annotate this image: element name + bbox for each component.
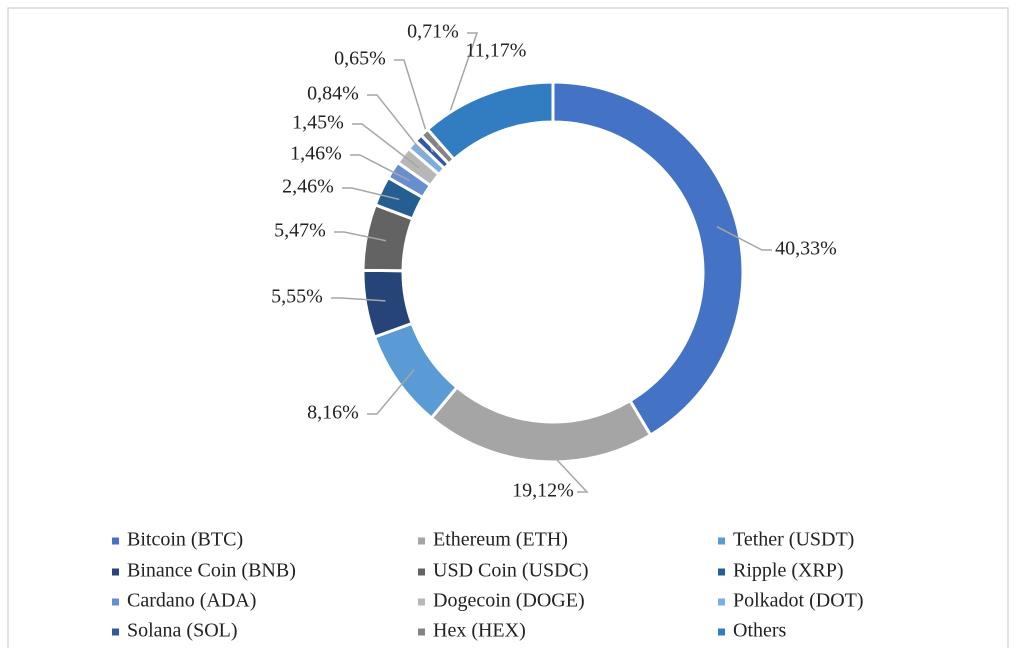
leader-line [342,187,400,201]
legend-swatch [718,628,725,636]
legend-label: Bitcoin (BTC) [127,529,243,551]
leader-line [437,32,479,148]
legend-swatch [418,598,425,606]
legend-label: Cardano (ADA) [127,590,256,612]
data-label: 19,12% [512,480,574,502]
data-label: 0,71% [407,21,459,43]
leader-line [352,123,420,169]
data-label: 1,46% [290,143,342,165]
leader-line [350,154,410,182]
legend-label: Others [733,620,787,642]
data-label: 0,84% [307,83,359,105]
leader-line [716,226,772,251]
legend-label: Polkadot (DOT) [733,590,864,612]
data-label: 5,47% [274,220,326,242]
legend-swatch [418,568,425,576]
donut-slice [429,385,653,464]
chart-frame [7,7,1009,648]
legend-swatch [718,598,725,606]
data-label: 11,17% [466,40,527,62]
legend-label: Dogecoin (DOGE) [433,590,585,612]
data-label: 2,46% [282,176,334,198]
data-label: 40,33% [775,238,837,260]
leader-line [394,59,434,153]
donut-slice [372,321,460,421]
legend-swatch [112,537,119,545]
leader-line [539,440,589,493]
data-label: 0,65% [334,48,386,70]
legend-label: Solana (SOL) [127,620,238,642]
data-label: 5,55% [271,286,323,308]
legend-swatch [112,598,119,606]
legend-label: Tether (USDT) [733,529,854,551]
data-label: 1,45% [292,112,344,134]
legend-label: Binance Coin (BNB) [127,560,296,582]
data-label: 8,16% [307,402,359,424]
legend-swatch [112,568,119,576]
leader-line [331,297,386,302]
legend-swatch [418,537,425,545]
legend-label: Hex (HEX) [433,620,526,642]
legend-swatch [112,628,119,636]
legend-label: USD Coin (USDC) [433,560,589,582]
donut-slice [551,80,745,438]
leader-line [367,94,428,159]
legend-swatch [718,568,725,576]
legend-swatch [418,628,425,636]
leader-line [334,231,387,242]
leader-line [367,369,415,415]
legend-label: Ethereum (ETH) [433,529,568,551]
legend-swatch [718,537,725,545]
legend-label: Ripple (XRP) [733,560,844,582]
donut-slice [361,268,414,340]
donut-slice [425,80,555,162]
